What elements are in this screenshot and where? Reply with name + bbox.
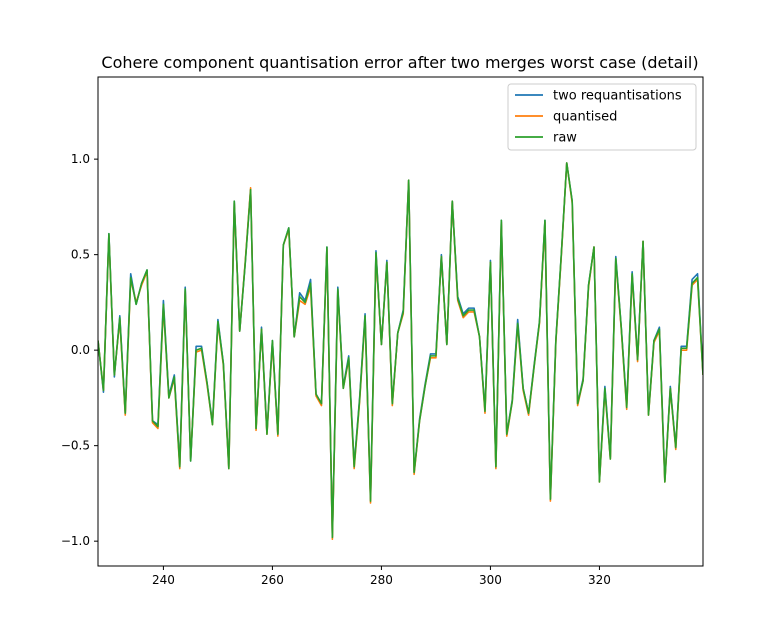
legend-label: raw: [553, 131, 577, 146]
legend-label: quantised: [553, 110, 617, 125]
axes-layer: 240 260 280 300 320 −1.0 −0.5 0.0 0.5 1.0: [61, 152, 611, 587]
x-tick-label: 280: [370, 573, 393, 587]
legend-label: two requantisations: [553, 89, 682, 104]
x-tick-label: 300: [479, 573, 502, 587]
y-tick-label: −1.0: [61, 534, 90, 548]
plot-area-frame: [97, 76, 704, 567]
y-tick-label: 0.5: [71, 248, 90, 262]
y-tick-label: 1.0: [71, 152, 90, 166]
series-line-raw: [98, 162, 703, 539]
x-tick-label: 240: [152, 573, 175, 587]
series-layer: [98, 162, 703, 541]
legend-box: [507, 83, 697, 151]
y-tick-label: −0.5: [61, 439, 90, 453]
legend: two requantisations quantised raw: [507, 83, 697, 151]
y-tick-label: 0.0: [71, 343, 90, 357]
chart-title: Cohere component quantisation error afte…: [101, 53, 698, 72]
x-tick-label: 260: [261, 573, 284, 587]
x-tick-label: 320: [588, 573, 611, 587]
